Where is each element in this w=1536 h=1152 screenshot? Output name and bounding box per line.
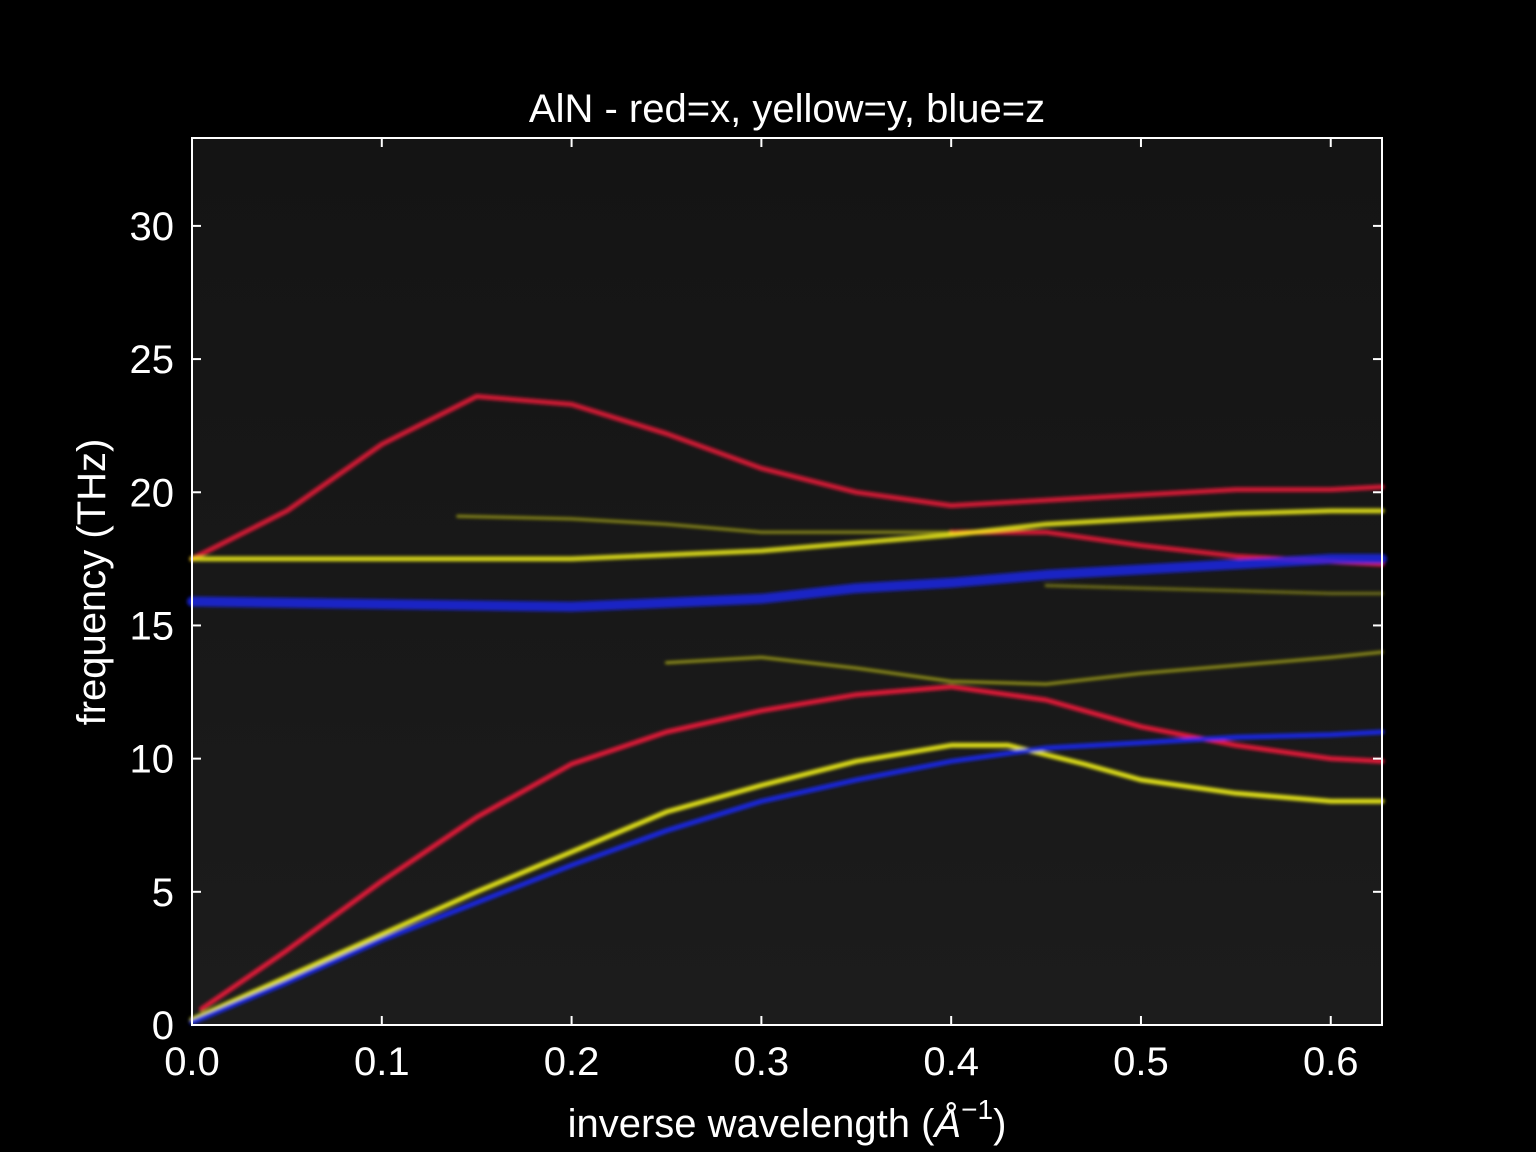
x-tick-label: 0.6 — [1303, 1040, 1359, 1084]
series-line-4 — [456, 514, 953, 534]
series-line-2 — [199, 684, 1385, 1012]
x-tick-label: 0.4 — [923, 1040, 979, 1084]
x-tick-label: 0.0 — [164, 1040, 220, 1084]
chart-title: AlN - red=x, yellow=y, blue=z — [529, 87, 1045, 131]
y-tick-label: 0 — [152, 1004, 174, 1048]
x-axis-title-unit: Å — [932, 1101, 961, 1146]
series-line-7 — [189, 742, 1385, 1023]
x-tick-label: 0.1 — [354, 1040, 410, 1084]
y-tick-label: 25 — [130, 338, 175, 382]
y-axis-title: frequency (THz) — [70, 439, 114, 726]
x-tick-label: 0.2 — [544, 1040, 600, 1084]
y-tick-label: 20 — [130, 471, 175, 515]
x-tick-label: 0.3 — [734, 1040, 790, 1084]
series-line-3 — [189, 508, 1385, 562]
x-axis-title: inverse wavelength (Å−1) — [568, 1094, 1007, 1146]
series-layer — [187, 393, 1387, 1025]
x-axis-title-text: inverse wavelength ( — [568, 1102, 936, 1146]
ticks-layer — [191, 138, 1382, 1026]
x-tick-label: 0.5 — [1113, 1040, 1169, 1084]
y-tick-label: 30 — [130, 205, 175, 249]
series-line-9 — [189, 729, 1385, 1025]
series-line-6 — [1044, 584, 1384, 595]
y-tick-label: 15 — [130, 604, 175, 648]
plot-frame — [191, 137, 1383, 1026]
y-tick-label: 10 — [130, 738, 175, 782]
y-tick-labels: 0 5 10 15 20 25 30 — [130, 205, 175, 1048]
x-axis-title-exponent: −1 — [961, 1094, 993, 1125]
x-tick-labels: 0.0 0.1 0.2 0.3 0.4 0.5 0.6 — [164, 1040, 1358, 1084]
x-axis-title-close: ) — [993, 1102, 1006, 1146]
y-tick-label: 5 — [152, 871, 174, 915]
series-line-8 — [187, 553, 1387, 612]
series-line-0 — [189, 393, 1385, 562]
series-line-5 — [665, 650, 1384, 686]
